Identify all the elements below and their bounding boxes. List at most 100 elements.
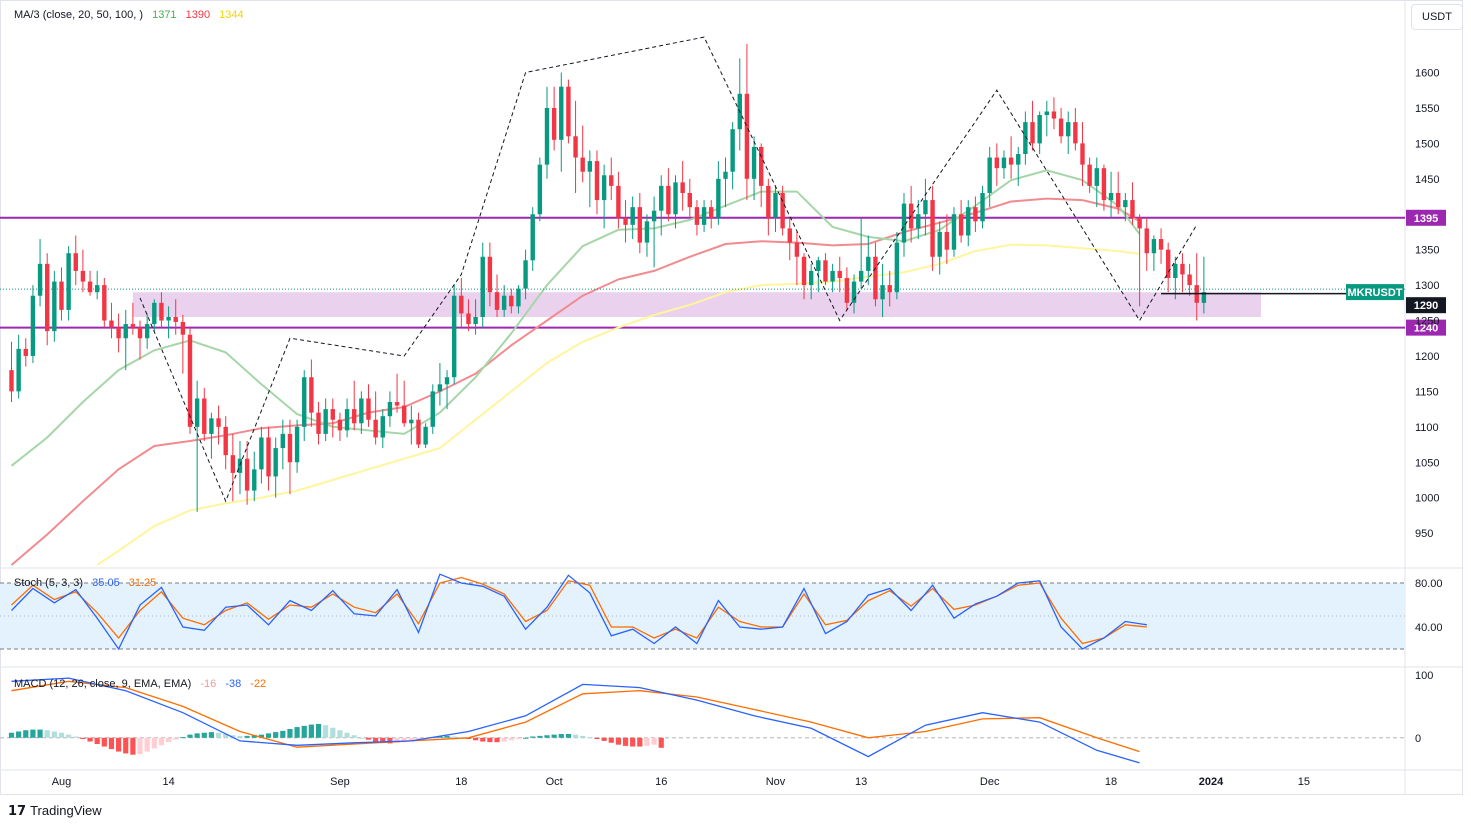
candle-body [87,281,93,293]
stoch-legend: Stoch (5, 3, 3) 35.05 31.25 [14,577,162,589]
stoch-label: Stoch (5, 3, 3) [14,577,84,589]
candle-body [37,263,43,296]
candle-body [901,203,907,243]
candle-body [473,316,478,325]
candle-body [416,419,421,445]
candle-body [366,398,371,420]
macd-histogram-bar [223,733,229,738]
macd-line-value: -38 [225,678,242,690]
candle-body [880,285,885,300]
macd-histogram-bar [116,737,122,752]
candle-body [173,316,178,322]
candle-body [294,426,300,463]
candle-body [516,288,521,307]
candle-body [1080,143,1085,165]
stoch-pane[interactable]: 80.00 40.00 [0,573,1443,651]
price-tick-label: 1500 [1415,138,1439,150]
candle-body [45,263,50,332]
macd-histogram-bar [244,735,250,738]
candle-body [337,419,343,431]
macd-histogram-bar [415,737,422,740]
candle-body [723,171,728,179]
candle-body [66,253,71,310]
macd-histogram-bar [444,735,450,738]
candle-body [166,316,171,321]
candle-body [587,161,593,172]
macd-hist-value: -16 [200,678,217,690]
price-tick-label: 1200 [1415,351,1439,363]
candle-body [1130,200,1135,218]
candle-body [987,157,992,193]
currency-button[interactable]: USDT [1411,4,1463,30]
candle-body [494,292,500,310]
macd-histogram-bar [287,728,293,738]
macd-histogram-bar [594,737,600,740]
candle-body [830,270,835,282]
macd-histogram-bar [522,737,529,739]
macd-histogram-bar [473,737,479,741]
candle-body [451,295,457,378]
symbol-label: MKRUSDT [1348,287,1403,299]
macd-histogram-bar [494,737,500,743]
time-tick-label: 13 [855,776,867,788]
candle-body [730,129,735,172]
macd-histogram-bar [208,732,215,738]
time-tick-label: 15 [1298,776,1310,788]
macd-pane[interactable]: 100 0 [0,670,1433,764]
candle-body [808,270,814,286]
candle-body [1137,217,1142,229]
macd-histogram-bar [337,730,343,738]
tradingview-logo[interactable]: 𝟭𝟳 TradingView [8,803,102,819]
candle-body [1101,168,1107,201]
price-tick-label: 1350 [1415,245,1439,257]
candle-body [309,377,314,413]
candle-body [716,178,721,218]
stoch-k-line [11,573,1147,651]
time-tick-label: 18 [1105,776,1117,788]
macd-histogram-bar [644,737,650,746]
candle-body [330,409,335,420]
macd-histogram-bar [8,732,15,738]
ma50-line [10,197,1141,566]
candle-body [302,377,307,427]
candle-body [1173,263,1178,279]
price-tick-label: 1000 [1415,493,1439,505]
stoch-tick-label: 80.00 [1415,578,1443,590]
macd-histogram-bar [408,737,414,741]
candle-body [1051,111,1057,119]
ma20-value: 1371 [152,9,177,21]
macd-histogram-bar [101,737,107,747]
macd-histogram-bar [565,733,572,738]
candle-body [323,409,328,434]
macd-histogram-bar [515,737,522,740]
macd-histogram-bar [508,737,514,741]
candle-body [751,146,757,179]
candle-body [252,469,257,491]
macd-histogram-bar [66,734,72,738]
macd-histogram-bar [451,736,457,738]
candle-body [230,455,236,473]
candle-body [187,334,193,427]
candle-body [1037,115,1042,144]
price-tick-label: 1450 [1415,174,1439,186]
candle-body [980,192,985,222]
price-tick-label: 1150 [1415,386,1439,398]
time-tick-label: 16 [655,776,667,788]
price-tick-label: 1300 [1415,280,1439,292]
candle-body [1066,122,1071,137]
macd-histogram-bar [501,737,507,742]
macd-histogram-bar [173,737,179,740]
macd-histogram-bar [373,737,379,742]
price-tick-label: 1100 [1415,422,1439,434]
macd-histogram-bar [94,737,100,745]
time-tick-label: 18 [455,776,467,788]
macd-histogram-bar [323,725,329,738]
candle-body [651,210,657,222]
candle-body [873,256,878,300]
macd-histogram-bar [308,724,314,738]
price-pane[interactable]: 1395 1240 MKRUSDT 1290 [0,36,1446,566]
macd-histogram-bar [558,733,564,738]
candle-body [1116,192,1121,208]
candle-body [559,86,564,140]
